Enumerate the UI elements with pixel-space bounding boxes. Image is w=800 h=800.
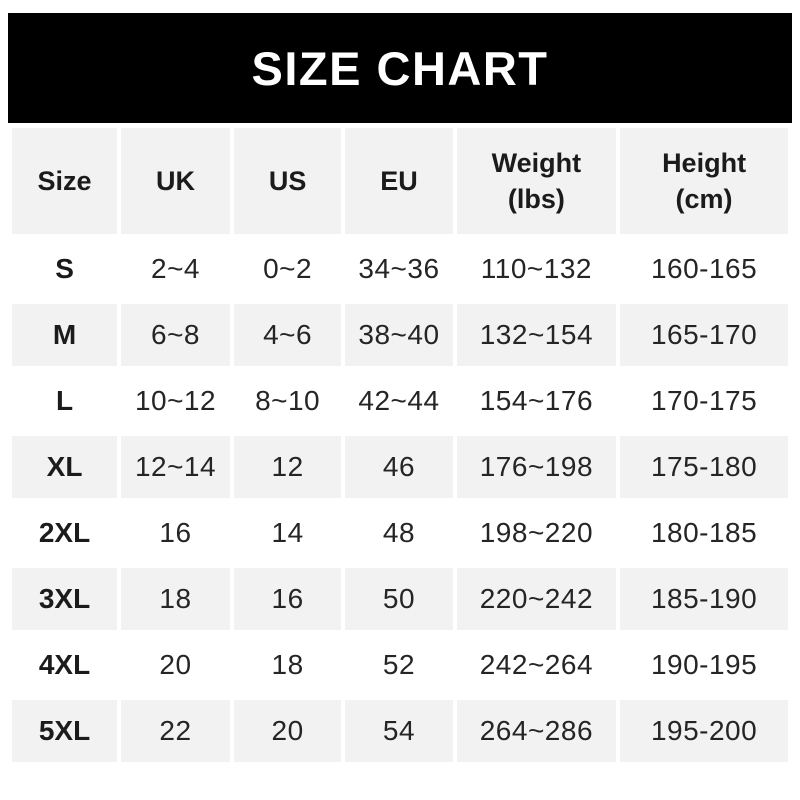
value-cell: 185-190 xyxy=(620,568,788,630)
value-cell: 242~264 xyxy=(456,634,617,696)
size-cell: XL xyxy=(12,436,118,498)
column-header-uk-label: UK xyxy=(156,165,195,196)
value-cell: 190-195 xyxy=(620,634,788,696)
column-header-uk: UK xyxy=(121,128,230,234)
value-cell: 160-165 xyxy=(620,238,788,300)
column-header-weight-label: Weight (lbs) xyxy=(491,147,582,214)
column-header-us: US xyxy=(233,128,342,234)
value-cell: 198~220 xyxy=(456,502,617,564)
column-header-us-label: US xyxy=(268,165,307,196)
size-cell: L xyxy=(12,370,118,432)
value-cell: 16 xyxy=(121,502,230,564)
size-cell: 5XL xyxy=(12,700,118,762)
column-header-size-label: Size xyxy=(37,165,92,196)
size-cell: 2XL xyxy=(12,502,118,564)
value-cell: 176~198 xyxy=(456,436,617,498)
value-cell: 220~242 xyxy=(456,568,617,630)
column-header-eu: EU xyxy=(345,128,453,234)
page-title: SIZE CHART xyxy=(251,41,549,95)
value-cell: 20 xyxy=(233,700,342,762)
value-cell: 175-180 xyxy=(620,436,788,498)
value-cell: 46 xyxy=(345,436,453,498)
header-row: Size UK US EU Weight (lbs) Height (cm) xyxy=(12,128,788,234)
table-row: 4XL 20 18 52 242~264 190-195 xyxy=(12,634,788,696)
table-row: S 2~4 0~2 34~36 110~132 160-165 xyxy=(12,238,788,300)
value-cell: 4~6 xyxy=(233,304,342,366)
value-cell: 154~176 xyxy=(456,370,617,432)
value-cell: 54 xyxy=(345,700,453,762)
value-cell: 50 xyxy=(345,568,453,630)
table-row: M 6~8 4~6 38~40 132~154 165-170 xyxy=(12,304,788,366)
size-table-body: S 2~4 0~2 34~36 110~132 160-165 M 6~8 4~6 38~40 13… xyxy=(12,238,788,762)
value-cell: 16 xyxy=(233,568,342,630)
table-row: 2XL 16 14 48 198~220 180-185 xyxy=(12,502,788,564)
column-header-height-label: Height (cm) xyxy=(662,147,747,214)
value-cell: 132~154 xyxy=(456,304,617,366)
value-cell: 12~14 xyxy=(121,436,230,498)
table-row: XL 12~14 12 46 176~198 175-180 xyxy=(12,436,788,498)
size-chart-table: Size UK US EU Weight (lbs) Height (cm) S… xyxy=(8,124,792,766)
column-header-eu-label: EU xyxy=(380,165,418,196)
value-cell: 34~36 xyxy=(345,238,453,300)
table-header: Size UK US EU Weight (lbs) Height (cm) xyxy=(12,128,788,234)
column-header-size: Size xyxy=(12,128,118,234)
value-cell: 42~44 xyxy=(345,370,453,432)
value-cell: 6~8 xyxy=(121,304,230,366)
table-row: 3XL 18 16 50 220~242 185-190 xyxy=(12,568,788,630)
column-header-weight: Weight (lbs) xyxy=(456,128,617,234)
value-cell: 2~4 xyxy=(121,238,230,300)
value-cell: 8~10 xyxy=(233,370,342,432)
size-cell: 3XL xyxy=(12,568,118,630)
value-cell: 195-200 xyxy=(620,700,788,762)
value-cell: 264~286 xyxy=(456,700,617,762)
value-cell: 12 xyxy=(233,436,342,498)
value-cell: 110~132 xyxy=(456,238,617,300)
size-cell: 4XL xyxy=(12,634,118,696)
size-cell: M xyxy=(12,304,118,366)
value-cell: 22 xyxy=(121,700,230,762)
value-cell: 20 xyxy=(121,634,230,696)
value-cell: 18 xyxy=(233,634,342,696)
value-cell: 52 xyxy=(345,634,453,696)
value-cell: 38~40 xyxy=(345,304,453,366)
table-row: 5XL 22 20 54 264~286 195-200 xyxy=(12,700,788,762)
value-cell: 14 xyxy=(233,502,342,564)
title-banner: SIZE CHART xyxy=(8,13,792,123)
value-cell: 180-185 xyxy=(620,502,788,564)
value-cell: 170-175 xyxy=(620,370,788,432)
column-header-height: Height (cm) xyxy=(620,128,788,234)
size-cell: S xyxy=(12,238,118,300)
value-cell: 48 xyxy=(345,502,453,564)
table-row: L 10~12 8~10 42~44 154~176 170-175 xyxy=(12,370,788,432)
value-cell: 0~2 xyxy=(233,238,342,300)
value-cell: 165-170 xyxy=(620,304,788,366)
value-cell: 18 xyxy=(121,568,230,630)
value-cell: 10~12 xyxy=(121,370,230,432)
